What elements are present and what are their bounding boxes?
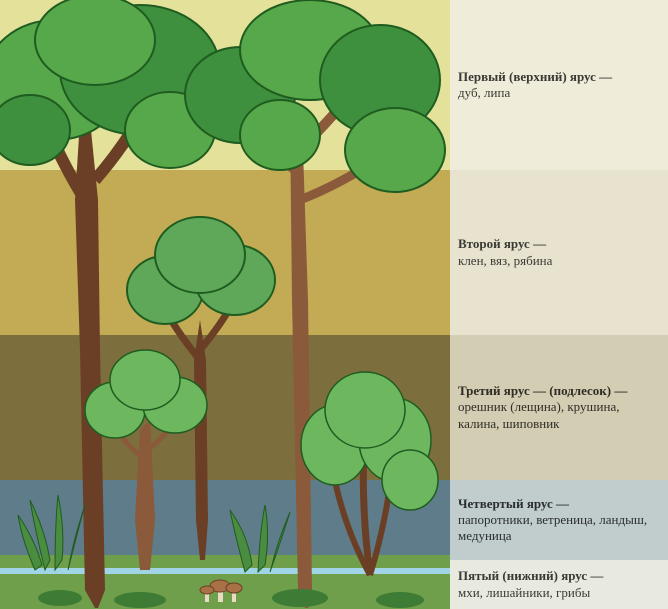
illus-band-tier3 <box>0 335 450 480</box>
legend-title-tier2: Второй ярус — <box>458 236 660 252</box>
illustration-panel <box>0 0 450 609</box>
illus-band-tier4 <box>0 480 450 560</box>
legend-row-tier1: Первый (верхний) ярус —дуб, липа <box>450 0 668 170</box>
legend-row-tier2: Второй ярус —клен, вяз, рябина <box>450 170 668 335</box>
legend-panel: Первый (верхний) ярус —дуб, липаВторой я… <box>450 0 668 609</box>
legend-title-tier1: Первый (верхний) ярус — <box>458 69 660 85</box>
legend-row-tier4: Четвертый ярус —папоротники, ветреница, … <box>450 480 668 560</box>
forest-layers-diagram: Первый (верхний) ярус —дуб, липаВторой я… <box>0 0 668 609</box>
legend-title-tier3: Третий ярус — (подлесок) — <box>458 383 660 399</box>
illus-band-tier2 <box>0 170 450 335</box>
illus-band-tier5 <box>0 560 450 609</box>
legend-row-tier5: Пятый (нижний) ярус —мхи, лишайники, гри… <box>450 560 668 609</box>
legend-species-tier1: дуб, липа <box>458 85 660 101</box>
illus-band-tier1 <box>0 0 450 170</box>
legend-species-tier4: папоротники, ветреница, ландыш, медуница <box>458 512 660 545</box>
legend-species-tier5: мхи, лишайники, грибы <box>458 585 660 601</box>
legend-row-tier3: Третий ярус — (подлесок) —орешник (лещин… <box>450 335 668 480</box>
legend-title-tier5: Пятый (нижний) ярус — <box>458 568 660 584</box>
legend-species-tier2: клен, вяз, рябина <box>458 253 660 269</box>
legend-title-tier4: Четвертый ярус — <box>458 496 660 512</box>
legend-species-tier3: орешник (лещина), крушина, калина, шипов… <box>458 399 660 432</box>
